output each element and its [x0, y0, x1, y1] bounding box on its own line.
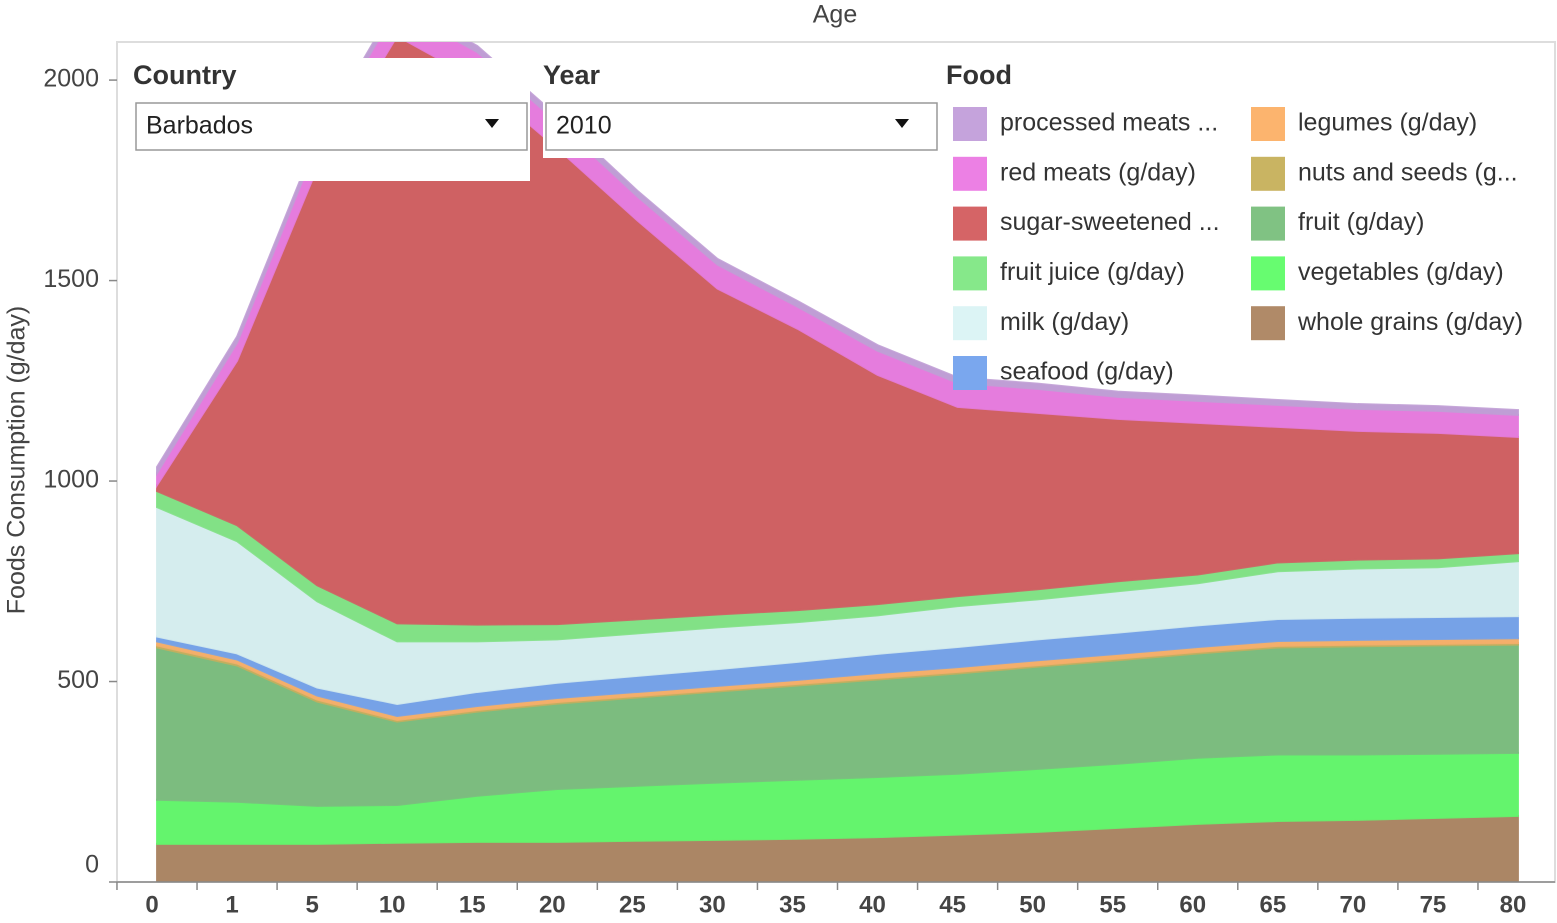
y-tick-label: 500 — [57, 666, 99, 694]
legend-swatch — [1251, 256, 1285, 291]
y-tick-label: 1500 — [43, 265, 99, 293]
x-tick-label: 5 — [305, 891, 318, 918]
legend-swatch — [1251, 107, 1285, 141]
x-tick-label: 25 — [619, 891, 646, 918]
legend: processed meats ... red meats (g/day) suga… — [953, 107, 1523, 390]
x-tick-label: 70 — [1340, 891, 1367, 918]
year-dropdown[interactable]: 2010 — [545, 102, 938, 151]
dropdown-arrow[interactable] — [895, 119, 909, 128]
areas — [156, 42, 1519, 882]
legend-label: legumes (g/day) — [1298, 109, 1477, 137]
x-tick-label: 60 — [1179, 891, 1206, 918]
legend-swatch — [953, 206, 987, 241]
dropdown-box[interactable] — [545, 102, 938, 151]
legend-swatch — [953, 156, 987, 191]
x-tick-label: 35 — [779, 891, 806, 918]
legend-label: processed meats ... — [1000, 109, 1218, 137]
dropdown-value[interactable]: 2010 — [556, 112, 612, 140]
legend-swatch — [953, 306, 987, 341]
x-axis-title: Age — [813, 1, 857, 29]
legend-label: fruit juice (g/day) — [1000, 258, 1185, 286]
legend-title: Food — [946, 60, 1012, 90]
x-tick-label: 10 — [379, 891, 406, 918]
y-tick-label: 1000 — [43, 466, 99, 494]
x-tick-label: 55 — [1099, 891, 1126, 918]
y-tick-label: 2000 — [43, 65, 99, 93]
x-tick-label: 75 — [1420, 891, 1447, 918]
legend-label: fruit (g/day) — [1298, 208, 1424, 236]
legend-swatch — [953, 256, 987, 291]
legend-label: red meats (g/day) — [1000, 158, 1196, 186]
dropdown-value[interactable]: Barbados — [146, 112, 253, 140]
y-tick-label: 0 — [85, 851, 99, 879]
legend-label: sugar-sweetened ... — [1000, 208, 1220, 236]
x-tick-label: 0 — [145, 891, 158, 918]
legend-swatch — [1251, 206, 1285, 241]
y-axis-title: Foods Consumption (g/day) — [3, 306, 31, 614]
legend-swatch — [953, 107, 987, 141]
dropdown-box[interactable] — [135, 102, 528, 151]
legend-swatch — [953, 356, 987, 390]
legend-label: seafood (g/day) — [1000, 358, 1174, 386]
x-tick-label: 80 — [1500, 891, 1527, 918]
x-tick-label: 1 — [225, 891, 238, 918]
dropdown-arrow[interactable] — [485, 119, 499, 128]
legend-swatch — [1251, 306, 1285, 341]
x-tick-label: 45 — [939, 891, 966, 918]
x-tick-label: 40 — [859, 891, 886, 918]
control-label: Country — [133, 60, 237, 90]
x-tick-label: 15 — [459, 891, 486, 918]
legend-swatch — [1251, 156, 1285, 191]
legend-label: milk (g/day) — [1000, 308, 1129, 336]
x-tick-label: 20 — [539, 891, 566, 918]
legend-label: vegetables (g/day) — [1298, 258, 1504, 286]
x-tick-label: 65 — [1259, 891, 1286, 918]
legend-label: whole grains (g/day) — [1297, 308, 1523, 336]
x-tick-label: 30 — [699, 891, 726, 918]
control-label: Year — [543, 60, 601, 90]
country-dropdown[interactable]: Barbados — [135, 102, 528, 151]
legend-label: nuts and seeds (g... — [1298, 158, 1518, 186]
x-tick-label: 50 — [1019, 891, 1046, 918]
